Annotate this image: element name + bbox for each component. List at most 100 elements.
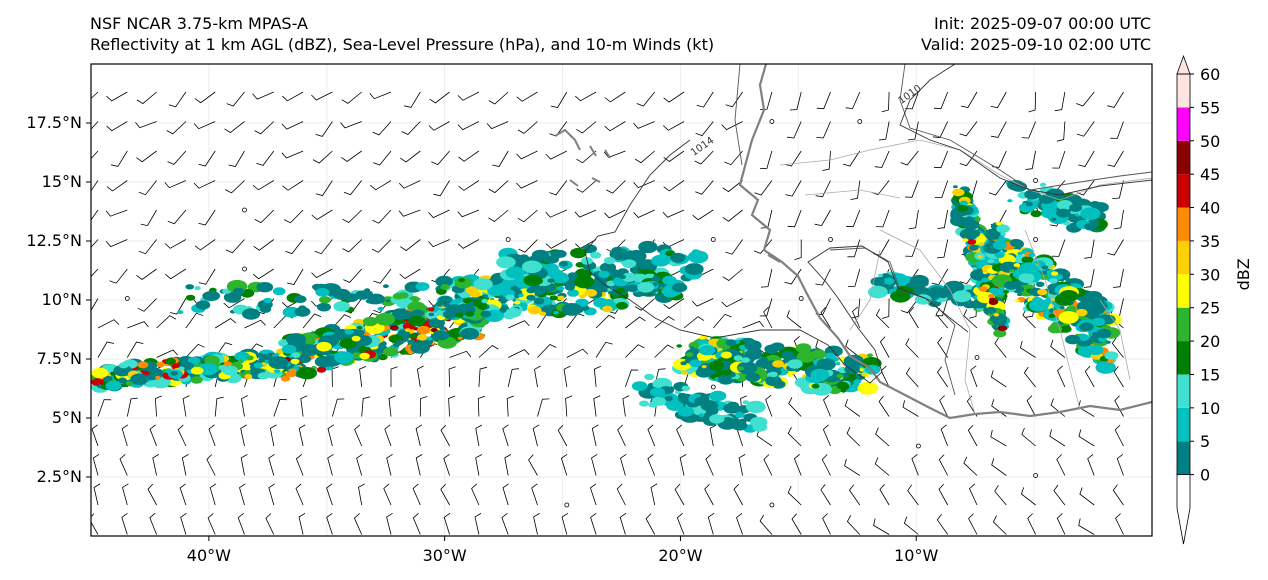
reflectivity-cell — [602, 305, 613, 313]
map-axes: 17.5°N 15°N 12.5°N 10°N 7.5°N 5°N 2.5°N 40°W 30°… — [26, 113, 938, 565]
wind-barb — [874, 150, 890, 168]
reflectivity-cell — [1010, 239, 1023, 247]
wind-barb — [846, 426, 861, 447]
wind-barb — [881, 298, 890, 319]
wind-barb — [625, 369, 639, 388]
wind-barb — [662, 209, 685, 218]
reflectivity-cell — [1041, 265, 1049, 270]
reflectivity-cell — [607, 287, 613, 292]
wind-barb — [1076, 91, 1095, 107]
wind-barb — [167, 209, 187, 225]
wind-barb — [341, 91, 362, 104]
wind-barb — [177, 424, 187, 447]
colorbar-bin — [1177, 240, 1190, 275]
wind-barb — [1111, 337, 1124, 358]
reflectivity-cell — [539, 311, 547, 316]
wind-barb — [738, 454, 746, 476]
wind-barb — [574, 209, 597, 218]
wind-barb — [93, 483, 101, 506]
reflectivity-cell — [992, 240, 1007, 250]
reflectivity-cell — [460, 323, 468, 328]
wind-barb — [695, 121, 714, 137]
wind-barb — [532, 424, 540, 447]
reflectivity-cell — [637, 254, 647, 260]
wind-barb — [185, 343, 205, 358]
reflectivity-cell — [1058, 311, 1079, 324]
wind-barb — [816, 91, 831, 110]
wind-barb — [1052, 150, 1066, 169]
reflectivity-cell — [996, 224, 1010, 233]
reflectivity-cell — [615, 287, 626, 295]
reflectivity-cell — [496, 256, 516, 269]
wind-barb — [154, 395, 162, 417]
wind-barb — [488, 180, 509, 194]
wind-barb — [650, 483, 658, 506]
reflectivity-cell — [744, 340, 762, 351]
wind-barb — [343, 180, 363, 196]
reflectivity-cell — [417, 325, 431, 335]
reflectivity-cell — [842, 374, 850, 379]
wind-barb — [759, 514, 773, 535]
wind-barb — [705, 454, 714, 476]
wind-barb — [849, 484, 861, 506]
wind-barb — [164, 180, 187, 189]
reflectivity-cell — [385, 299, 391, 303]
wind-barb — [844, 458, 861, 476]
wind-barb — [967, 424, 978, 447]
reflectivity-cell — [170, 370, 178, 376]
reflectivity-cell — [567, 272, 578, 279]
wind-barb — [106, 180, 128, 192]
reflectivity-cell — [1030, 210, 1042, 218]
lon-tick-label: 30°W — [423, 546, 467, 565]
reflectivity-cell — [339, 338, 357, 349]
field-description: Reflectivity at 1 km AGL (dBZ), Sea-Leve… — [90, 35, 715, 54]
wind-barb — [575, 91, 597, 102]
reflectivity-cell — [462, 297, 472, 304]
wind-barb — [622, 395, 630, 417]
reflectivity-cell — [1003, 281, 1019, 290]
wind-barb — [589, 483, 597, 506]
reflectivity-cell — [768, 371, 778, 378]
wind-barb — [91, 91, 99, 99]
wind-barb — [244, 319, 266, 329]
reflectivity-cell — [867, 285, 888, 299]
wind-barb — [847, 239, 861, 258]
wind-barb — [302, 313, 322, 329]
reflectivity-cell — [1059, 305, 1065, 310]
reflectivity-cell — [567, 289, 579, 297]
reflectivity-cell — [543, 263, 559, 273]
wind-barb — [784, 268, 802, 285]
reflectivity-cell — [1091, 317, 1106, 327]
wind-barb — [550, 91, 568, 108]
wind-barb — [1114, 424, 1124, 447]
wind-barb — [604, 91, 626, 103]
colorbar-tick-label: 30 — [1200, 265, 1220, 284]
wind-barb — [725, 91, 743, 108]
wind-barb — [645, 513, 656, 535]
wind-barb — [759, 91, 773, 110]
reflectivity-cell — [316, 366, 327, 373]
wind-barb — [126, 341, 144, 358]
wind-barb — [937, 239, 949, 259]
reflectivity-cell — [458, 278, 466, 283]
wind-barb — [314, 239, 333, 255]
reflectivity-cell — [914, 294, 932, 305]
wind-barb — [1023, 366, 1036, 388]
wind-barb — [875, 209, 890, 228]
wind-barb — [214, 396, 224, 417]
wind-barb — [428, 209, 450, 219]
wind-barb — [386, 512, 393, 535]
wind-barb — [285, 239, 304, 255]
wind-barb — [252, 91, 274, 100]
wind-barb — [506, 395, 514, 417]
wind-barb — [663, 298, 685, 310]
reflectivity-cell — [415, 282, 430, 291]
reflectivity-cell — [113, 364, 132, 377]
wind-barb — [905, 338, 919, 358]
wind-barb — [111, 150, 128, 167]
reflectivity-cell — [556, 286, 565, 291]
wind-barb — [91, 298, 99, 312]
wind-barb — [1113, 268, 1124, 288]
reflectivity-cell — [177, 310, 184, 315]
reflectivity-cell — [570, 247, 587, 259]
